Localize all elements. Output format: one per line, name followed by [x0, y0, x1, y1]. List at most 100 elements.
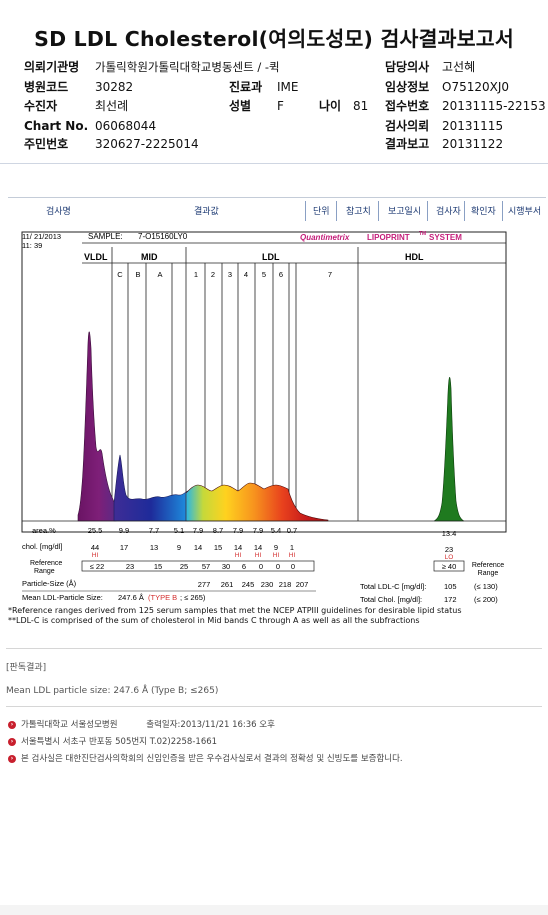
- band-label-1: 1: [194, 270, 198, 279]
- footer-output-date: 2013/11/21 16:36 오후: [180, 720, 275, 730]
- profile-mid: [113, 454, 189, 522]
- page-bottom-strip: [0, 905, 548, 915]
- chart-no-label: Chart No.: [24, 119, 89, 133]
- total-ldl-ref: (≤ 130): [474, 582, 498, 591]
- col-separator: [502, 201, 503, 221]
- bullet-icon: ›: [8, 737, 16, 746]
- ref-value: 25: [180, 562, 188, 571]
- particle-value: 230: [261, 580, 274, 589]
- footer-certification-line: › 본 검사실은 대한진단검사의학회의 신임인증을 받은 우수검사실로서 결과의 …: [8, 752, 546, 764]
- total-chol-label: Total Chol. [mg/dl]:: [360, 595, 422, 604]
- chol-value: 15: [214, 543, 222, 552]
- region-ldl: LDL: [262, 252, 280, 262]
- profile-vldl: [77, 331, 117, 522]
- band-label-7: 7: [328, 270, 332, 279]
- col-method: 시행부서: [508, 207, 542, 217]
- area-value: 7.7: [149, 526, 159, 535]
- row-ref-label-2: Range: [34, 568, 55, 575]
- footer-output-label: 출력일자:: [146, 720, 181, 730]
- chart-frame: [21, 231, 507, 533]
- band-label-6: 6: [279, 270, 283, 279]
- region-hdl: HDL: [405, 252, 424, 262]
- hospital-code-value: 30282: [95, 80, 134, 94]
- bullet-icon: ›: [8, 754, 16, 763]
- chol-value: 44: [91, 543, 99, 552]
- col-result-value: 결과값: [194, 207, 219, 217]
- ref-value: 0: [259, 562, 263, 571]
- chol-flag: HI: [235, 552, 242, 559]
- particle-label: Particle-Size (Å): [22, 579, 77, 588]
- patient-label: 수진자: [24, 99, 58, 113]
- col-separator: [427, 201, 428, 221]
- footnote-1: *Reference ranges derived from 125 serum…: [8, 606, 462, 615]
- age-label: 나이: [319, 99, 342, 113]
- particle-value: 207: [296, 580, 309, 589]
- particle-value: 245: [242, 580, 255, 589]
- col-separator: [305, 201, 306, 221]
- system-brand: Quantimetrix: [300, 233, 350, 242]
- institution-label: 의뢰기관명: [24, 60, 80, 74]
- row-chol-label: chol. [mg/dl]: [22, 542, 62, 551]
- col-reference: 참고치: [346, 207, 371, 217]
- system-suffix: SYSTEM: [429, 233, 462, 242]
- col-separator: [464, 201, 465, 221]
- hdl-ref-value: ≥ 40: [442, 562, 457, 571]
- age-value: 81: [353, 99, 369, 113]
- row-ref-label-1: Reference: [30, 560, 62, 567]
- ref-value: 57: [202, 562, 210, 571]
- area-value: 5.1: [174, 526, 184, 535]
- particle-value: 218: [279, 580, 292, 589]
- area-value: 25.5: [88, 526, 103, 535]
- header-row-institution: 의뢰기관명: [24, 60, 79, 74]
- chol-value: 14: [254, 543, 262, 552]
- system-tm: TM: [419, 231, 426, 237]
- particle-values: 277 261 245 230 218 207: [198, 580, 309, 589]
- band-label-4: 4: [244, 270, 248, 279]
- request-date-value: 20131115: [442, 119, 504, 133]
- band-label-2: 2: [211, 270, 215, 279]
- doctor-label: 담당의사: [385, 60, 430, 74]
- col-separator: [336, 201, 337, 221]
- ref-value: 15: [154, 562, 162, 571]
- patient-value: 최선례: [95, 99, 129, 113]
- report-time: 11: 39: [22, 241, 42, 250]
- chol-value: 14: [194, 543, 202, 552]
- total-chol-value: 172: [444, 595, 457, 604]
- ref-value: 0: [276, 562, 280, 571]
- department-label: 진료과: [229, 80, 263, 94]
- report-date: 11/ 21/2013: [22, 232, 61, 241]
- chol-value: 9: [274, 543, 278, 552]
- receipt-no-value: 20131115-22153: [442, 99, 546, 113]
- chol-flags: HI HI HI HI HI LO: [92, 552, 454, 561]
- footer-hospital-line: › 가톨릭대학교 서울성모병원 출력일자:2013/11/21 16:36 오후: [8, 718, 275, 730]
- footer-address: 서울특별시 서초구 반포동 505번지 T.02)2258-1661: [21, 737, 218, 747]
- profile-hdl: [433, 377, 465, 522]
- region-mid: MID: [141, 252, 158, 262]
- chol-flag: HI: [289, 552, 296, 559]
- area-value: 7.9: [253, 526, 263, 535]
- report-date-value: 20131122: [442, 137, 504, 151]
- col-confirmer: 확인자: [471, 207, 496, 217]
- result-column-header: 검사명 결과값 단위 참고치 보고일시 검사자 확인자 시행부서: [8, 197, 546, 226]
- area-value: 0.7: [287, 526, 297, 535]
- interpretation-label: [판독결과]: [6, 663, 47, 673]
- chol-values: 44 17 13 9 14 15 14 14 9 1 23: [91, 543, 453, 554]
- resident-no-value: 320627-2225014: [95, 137, 199, 151]
- area-values: 25.5 9.9 7.7 5.1 7.9 8.7 7.9 7.9 5.4 0.7…: [88, 526, 457, 538]
- area-value: 5.4: [271, 526, 281, 535]
- interpretation-divider: [6, 648, 542, 649]
- chol-value: 17: [120, 543, 128, 552]
- row-area-label: area.%: [32, 526, 56, 535]
- chol-value: 1: [290, 543, 294, 552]
- mean-value: 247.6 Å: [118, 593, 144, 602]
- system-name: LIPOPRINT: [367, 233, 410, 242]
- area-value: 9.9: [119, 526, 129, 535]
- mean-type: (TYPE B: [148, 593, 177, 602]
- reference-box: [81, 560, 315, 572]
- particle-value: 277: [198, 580, 211, 589]
- sample-label: SAMPLE:: [88, 232, 123, 241]
- hdl-chol-flag: LO: [445, 554, 454, 561]
- clinical-info-value: O75120XJ0: [442, 80, 510, 94]
- footer-divider: [6, 706, 542, 707]
- mean-ref: ; ≤ 265): [180, 593, 206, 602]
